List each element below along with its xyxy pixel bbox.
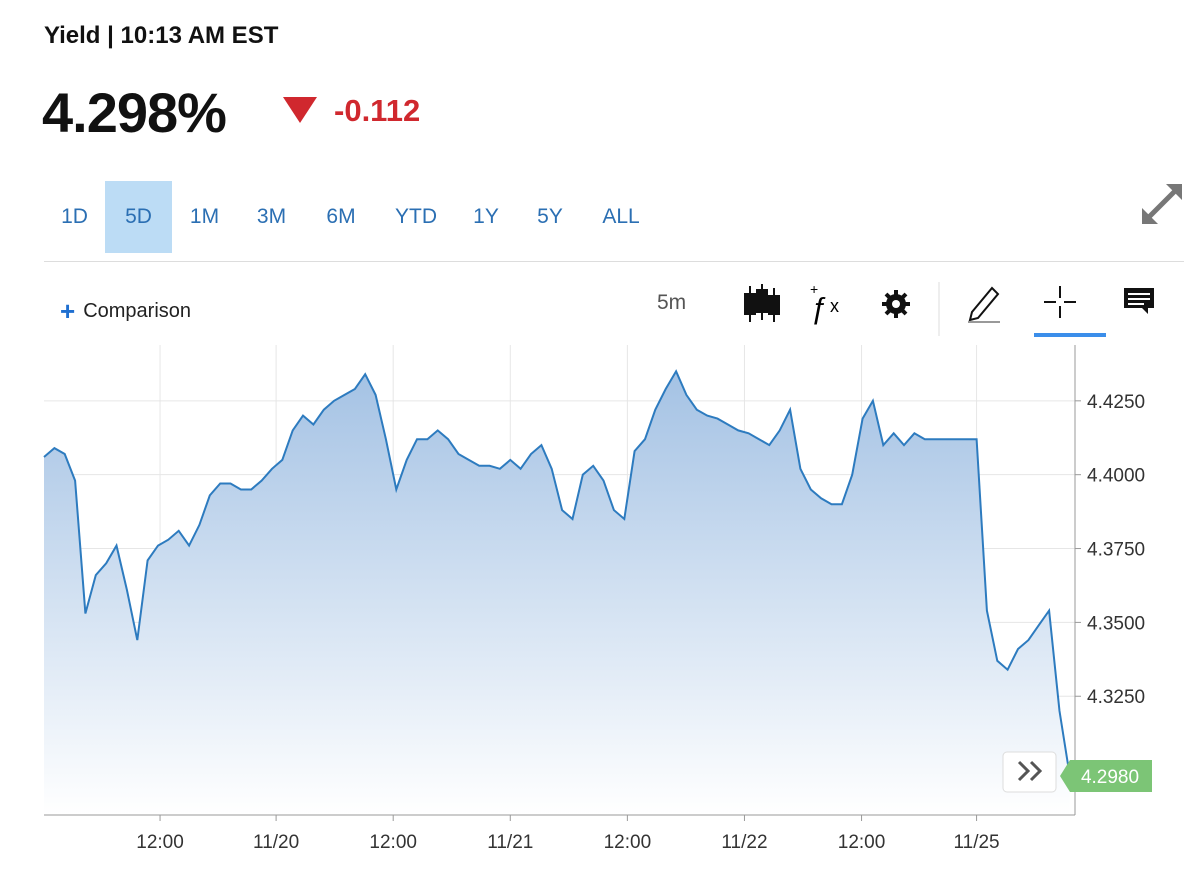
range-button[interactable]: 1M — [189, 205, 220, 228]
comparison-button[interactable]: + Comparison — [60, 296, 192, 326]
x-tick-label: 11/25 — [953, 832, 999, 853]
quote-header: Yield | 10:13 AM EST — [44, 22, 279, 49]
last-price-label: 4.2980 — [1081, 767, 1139, 788]
x-tick-label: 12:00 — [604, 832, 652, 853]
price: 4.298% — [42, 81, 227, 144]
draw-icon[interactable] — [968, 286, 1000, 323]
range-button[interactable]: 1Y — [473, 205, 499, 228]
down-arrow — [283, 97, 317, 123]
divider — [44, 261, 1184, 262]
price-line — [43, 369, 1071, 777]
x-tick-label: 11/21 — [487, 832, 533, 853]
range-button[interactable]: 6M — [326, 205, 356, 228]
interval-button[interactable]: 5m — [657, 291, 687, 314]
fx-icon[interactable]: ƒ — [810, 292, 827, 325]
x-tick-label: 11/22 — [721, 832, 767, 853]
range-button[interactable]: YTD — [395, 205, 437, 228]
range-button[interactable]: 3M — [256, 205, 287, 228]
range-button[interactable]: 5D — [105, 181, 172, 253]
area-fill — [44, 371, 1070, 815]
scroll-right-button[interactable] — [1002, 751, 1057, 793]
y-tick-label: 4.3500 — [1087, 613, 1145, 634]
price-change: -0.112 — [334, 93, 421, 128]
x-tick-label: 12:00 — [369, 832, 417, 853]
y-tick-label: 4.3250 — [1087, 687, 1145, 708]
y-tick-label: 4.4000 — [1087, 466, 1145, 487]
range-button[interactable]: ALL — [602, 205, 640, 228]
comment-icon[interactable] — [1124, 288, 1154, 314]
x-tick-label: 12:00 — [136, 832, 184, 853]
expand-button[interactable] — [1138, 180, 1186, 228]
button-bg — [1002, 751, 1057, 793]
time: 10:13 AM EST — [120, 22, 279, 49]
range-button[interactable]: 1D — [61, 205, 88, 228]
range-button[interactable]: 5Y — [537, 205, 563, 228]
toolbar-icons: ƒ + x — [744, 281, 1154, 337]
comparison-label: Comparison — [83, 300, 192, 322]
fx-icon-x: x — [830, 296, 839, 316]
crosshair-icon[interactable] — [1044, 286, 1076, 318]
title: Yield — [44, 22, 101, 49]
settings-icon[interactable] — [882, 290, 910, 318]
y-tick-label: 4.3750 — [1087, 540, 1145, 561]
active-tool-underline — [1034, 333, 1106, 337]
x-tick-label: 11/20 — [253, 832, 299, 853]
fx-icon-plus: + — [810, 281, 818, 297]
last-price-tag — [1060, 760, 1152, 793]
candle-icon[interactable] — [744, 284, 780, 322]
x-tick-label: 12:00 — [838, 832, 886, 853]
y-tick-label: 4.4250 — [1087, 392, 1145, 413]
button-chevrons — [1017, 760, 1043, 782]
